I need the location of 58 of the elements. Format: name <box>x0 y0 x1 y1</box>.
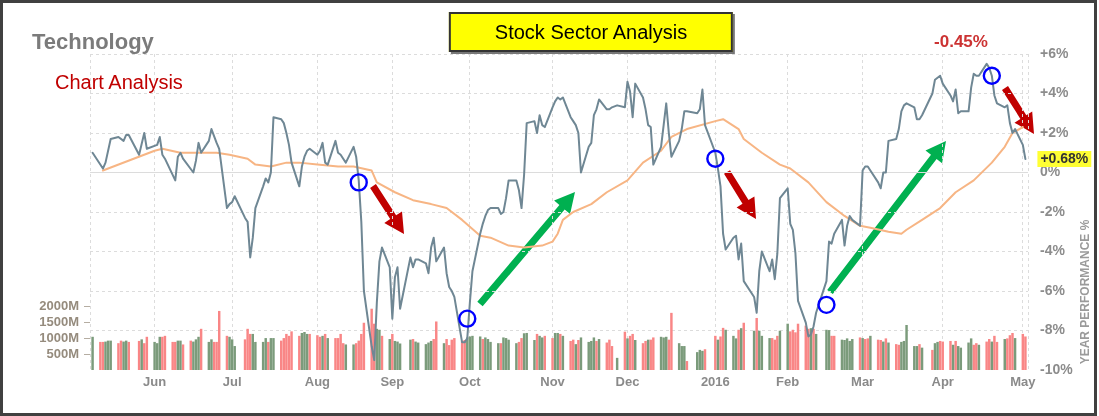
y2-tick-label: 1000M <box>39 329 79 345</box>
y2-tick-label: 500M <box>46 345 79 361</box>
bar <box>587 341 590 370</box>
chart-title: Stock Sector Analysis <box>448 12 734 52</box>
bar <box>714 335 717 370</box>
y2-tick-label: 2000M <box>39 297 79 313</box>
bar <box>905 324 908 370</box>
bar <box>91 336 94 370</box>
y-tick-label: +6% <box>1040 44 1069 61</box>
bar <box>445 339 448 370</box>
y-tick-label: -2% <box>1040 202 1066 219</box>
x-tick-label: Feb <box>776 374 800 390</box>
bar <box>290 331 293 370</box>
x-tick-label: Aug <box>304 374 331 390</box>
bar <box>786 323 789 370</box>
x-tick-label: 2016 <box>700 374 730 390</box>
bar <box>533 339 536 370</box>
bar <box>776 335 779 370</box>
point <box>349 173 368 192</box>
y-tick-label: -4% <box>1040 242 1066 259</box>
y2-tick-label: 1500M <box>39 313 79 329</box>
bar <box>993 335 996 370</box>
x-tick-label: Mar <box>851 374 875 390</box>
y-tick-label: +4% <box>1040 84 1069 101</box>
y-tick-label: -8% <box>1040 321 1066 338</box>
bar <box>171 341 174 370</box>
chart-subtitle: Technology <box>32 29 154 54</box>
bar <box>755 317 758 370</box>
point <box>706 149 725 168</box>
y-tick-label: +2% <box>1040 123 1069 140</box>
y-tick-label: -6% <box>1040 281 1066 298</box>
bar <box>551 338 554 370</box>
bar <box>391 333 394 370</box>
bar <box>887 342 890 370</box>
bar <box>931 349 934 370</box>
x-tick-label: Nov <box>540 374 566 390</box>
point <box>982 66 1002 85</box>
bar <box>954 340 957 370</box>
bar <box>949 340 952 370</box>
x-tick-label: Jun <box>143 374 167 390</box>
x-tick-label: Apr <box>931 374 954 390</box>
annotation: Chart Analysis <box>55 71 183 93</box>
x-tick-label: Sep <box>380 374 405 390</box>
annotation: +0.68% <box>1040 150 1089 167</box>
bar <box>246 328 249 370</box>
x-tick-label: Dec <box>615 374 640 390</box>
point <box>458 309 477 328</box>
bar <box>967 342 970 370</box>
bar <box>851 339 854 370</box>
x-tick-label: May <box>1010 374 1037 390</box>
bar <box>670 312 673 370</box>
y-axis-title: YEAR PERFORMANCE % <box>1078 219 1092 365</box>
x-tick-label: Jul <box>222 374 242 390</box>
x-tick-label: Oct <box>459 374 482 390</box>
text: -0.45% <box>934 32 988 51</box>
y-tick-label: -10% <box>1040 360 1074 377</box>
bar <box>339 333 342 370</box>
point <box>817 295 836 315</box>
